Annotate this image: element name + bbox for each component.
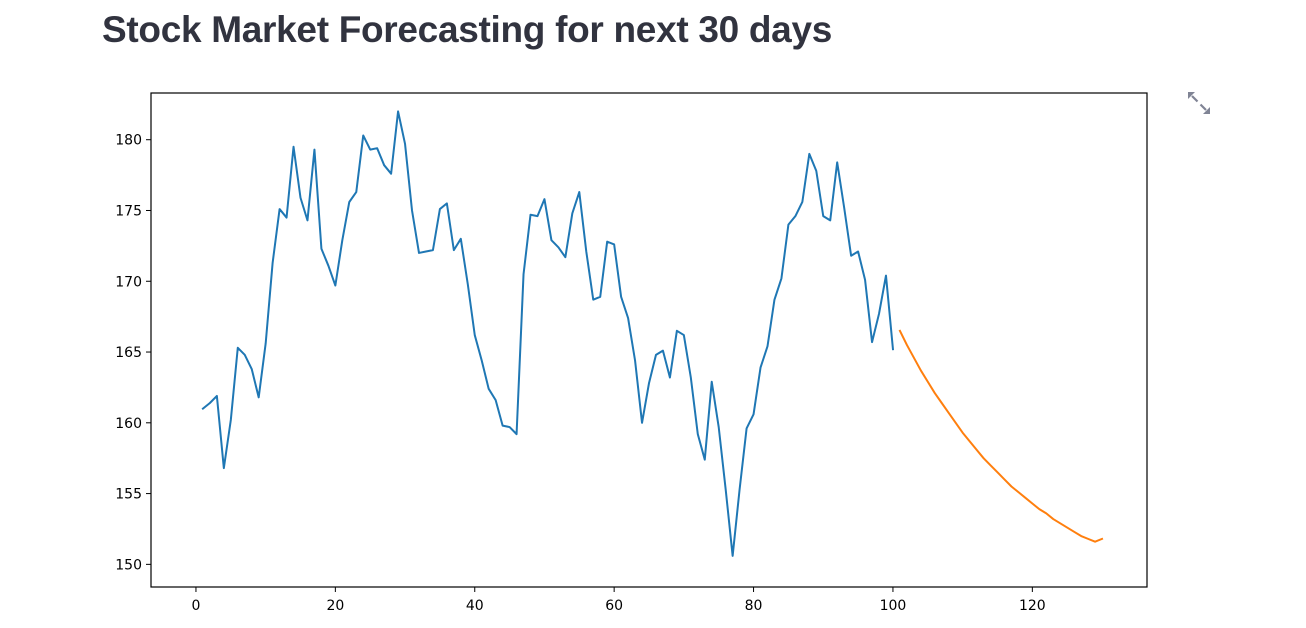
history-line: [201, 110, 895, 557]
page-title: Stock Market Forecasting for next 30 day…: [102, 9, 833, 50]
y-tick-label: 180: [115, 133, 142, 149]
y-tick-label: 150: [115, 557, 142, 573]
y-tick-label: 155: [115, 487, 142, 503]
fullscreen-button[interactable]: [1184, 88, 1214, 118]
y-tick-label: 170: [115, 274, 142, 290]
x-tick-label: 20: [326, 598, 344, 614]
y-tick-label: 160: [115, 416, 142, 432]
x-tick-label: 120: [1019, 598, 1046, 614]
plot-area: [150, 92, 1148, 588]
y-tick-label: 165: [115, 345, 142, 361]
forecast-series: [898, 329, 1104, 543]
x-tick-label: 0: [191, 598, 200, 614]
y-tick-label: 175: [115, 203, 142, 219]
expand-arrows-icon: [1188, 92, 1210, 114]
x-tick-label: 100: [880, 598, 907, 614]
x-tick-label: 60: [605, 598, 623, 614]
x-tick-label: 40: [466, 598, 484, 614]
series-layer: [201, 110, 1104, 557]
x-tick-label: 80: [745, 598, 763, 614]
x-axis: 0 20 40 60 80 100 120: [191, 587, 1046, 614]
y-axis: 150 155 160 165 170 175 180: [115, 133, 151, 573]
history-series: [201, 110, 895, 557]
forecast-line: [898, 329, 1104, 543]
